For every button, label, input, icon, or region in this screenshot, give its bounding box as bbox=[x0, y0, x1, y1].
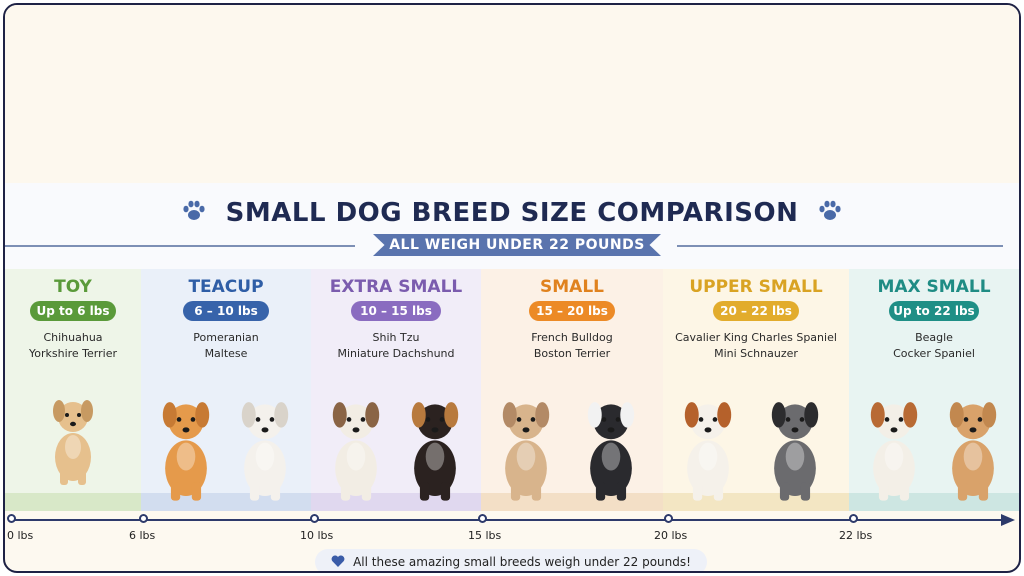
heart-icon bbox=[331, 550, 345, 572]
axis-tick-label: 6 lbs bbox=[129, 529, 156, 542]
category-name: TEACUP bbox=[188, 277, 264, 297]
category-name: MAX SMALL bbox=[877, 277, 991, 297]
axis-tick-mark bbox=[7, 514, 16, 523]
footer-text: All these amazing small breeds weigh und… bbox=[353, 555, 691, 569]
breed-name: Pomeranian bbox=[193, 331, 259, 344]
paw-icon bbox=[817, 199, 843, 227]
page-title: SMALL DOG BREED SIZE COMPARISON bbox=[225, 198, 799, 228]
axis-tick-mark bbox=[310, 514, 319, 523]
divider-left bbox=[5, 245, 355, 247]
breed-name: Miniature Dachshund bbox=[337, 347, 455, 360]
axis-tick-label: 22 lbs bbox=[839, 529, 873, 542]
axis-tick-mark bbox=[139, 514, 148, 523]
dog-illustration bbox=[859, 387, 929, 507]
category-column: UPPER SMALL 20 – 22 lbs Cavalier King Char… bbox=[663, 269, 849, 511]
category-name: SMALL bbox=[540, 277, 604, 297]
dog-illustration bbox=[491, 387, 561, 507]
axis-tick-label: 20 lbs bbox=[654, 529, 688, 542]
axis-arrow-icon bbox=[1001, 514, 1015, 526]
ground-strip bbox=[849, 493, 1019, 511]
category-name: UPPER SMALL bbox=[689, 277, 823, 297]
breed-name: Cocker Spaniel bbox=[893, 347, 975, 360]
dog-illustration bbox=[230, 387, 300, 507]
footer-note: All these amazing small breeds weigh und… bbox=[315, 549, 707, 572]
dog-illustration bbox=[576, 387, 646, 507]
axis-tick-label: 10 lbs bbox=[300, 529, 334, 542]
weight-range-badge: Up to 6 lbs bbox=[30, 301, 116, 321]
divider-right bbox=[677, 245, 1003, 247]
category-name: EXTRA SMALL bbox=[329, 277, 463, 297]
dog-illustration bbox=[321, 387, 391, 507]
axis-tick-label: 0 lbs bbox=[7, 529, 34, 542]
dog-illustration bbox=[938, 387, 1008, 507]
breed-name: Cavalier King Charles Spaniel bbox=[675, 331, 837, 344]
infographic-frame: SMALL DOG BREED SIZE COMPARISON ALL WEIG… bbox=[3, 3, 1021, 573]
category-name: TOY bbox=[54, 277, 92, 297]
breed-name: French Bulldog bbox=[531, 331, 613, 344]
category-column: EXTRA SMALL 10 – 15 lbs Shih Tzu Miniature … bbox=[311, 269, 481, 511]
dog-illustration bbox=[43, 387, 103, 491]
axis-tick-mark bbox=[478, 514, 487, 523]
axis-tick-label: 15 lbs bbox=[468, 529, 502, 542]
blank-header-area bbox=[5, 5, 1019, 183]
ground-strip bbox=[311, 493, 481, 511]
weight-range-badge: Up to 22 lbs bbox=[889, 301, 979, 321]
category-column: TOY Up to 6 lbs Chihuahua Yorkshire Terrier bbox=[5, 269, 141, 511]
weight-range-badge: 15 – 20 lbs bbox=[529, 301, 615, 321]
breed-name: Shih Tzu bbox=[372, 331, 420, 344]
dog-illustration bbox=[400, 387, 470, 507]
subtitle-ribbon: ALL WEIGH UNDER 22 POUNDS bbox=[373, 234, 661, 256]
breed-name: Mini Schnauzer bbox=[714, 347, 798, 360]
weight-axis bbox=[11, 519, 1009, 521]
ground-strip bbox=[141, 493, 311, 511]
breed-name: Chihuahua bbox=[43, 331, 103, 344]
ground-strip bbox=[5, 493, 141, 511]
weight-range-badge: 10 – 15 lbs bbox=[351, 301, 441, 321]
dog-illustration bbox=[151, 387, 221, 507]
weight-range-badge: 20 – 22 lbs bbox=[713, 301, 799, 321]
category-column: MAX SMALL Up to 22 lbs Beagle Cocker Spanie… bbox=[849, 269, 1019, 511]
breed-name: Beagle bbox=[915, 331, 953, 344]
dog-illustration bbox=[760, 387, 830, 507]
axis-tick-mark bbox=[849, 514, 858, 523]
paw-icon bbox=[181, 199, 207, 227]
category-column: SMALL 15 – 20 lbs French Bulldog Boston Ter… bbox=[481, 269, 663, 511]
breed-name: Yorkshire Terrier bbox=[29, 347, 117, 360]
weight-range-badge: 6 – 10 lbs bbox=[183, 301, 269, 321]
category-column: TEACUP 6 – 10 lbs Pomeranian Maltese bbox=[141, 269, 311, 511]
dog-illustration bbox=[673, 387, 743, 507]
axis-tick-mark bbox=[664, 514, 673, 523]
breed-name: Boston Terrier bbox=[533, 347, 611, 360]
title-row: SMALL DOG BREED SIZE COMPARISON bbox=[5, 198, 1019, 228]
breed-name: Maltese bbox=[204, 347, 248, 360]
